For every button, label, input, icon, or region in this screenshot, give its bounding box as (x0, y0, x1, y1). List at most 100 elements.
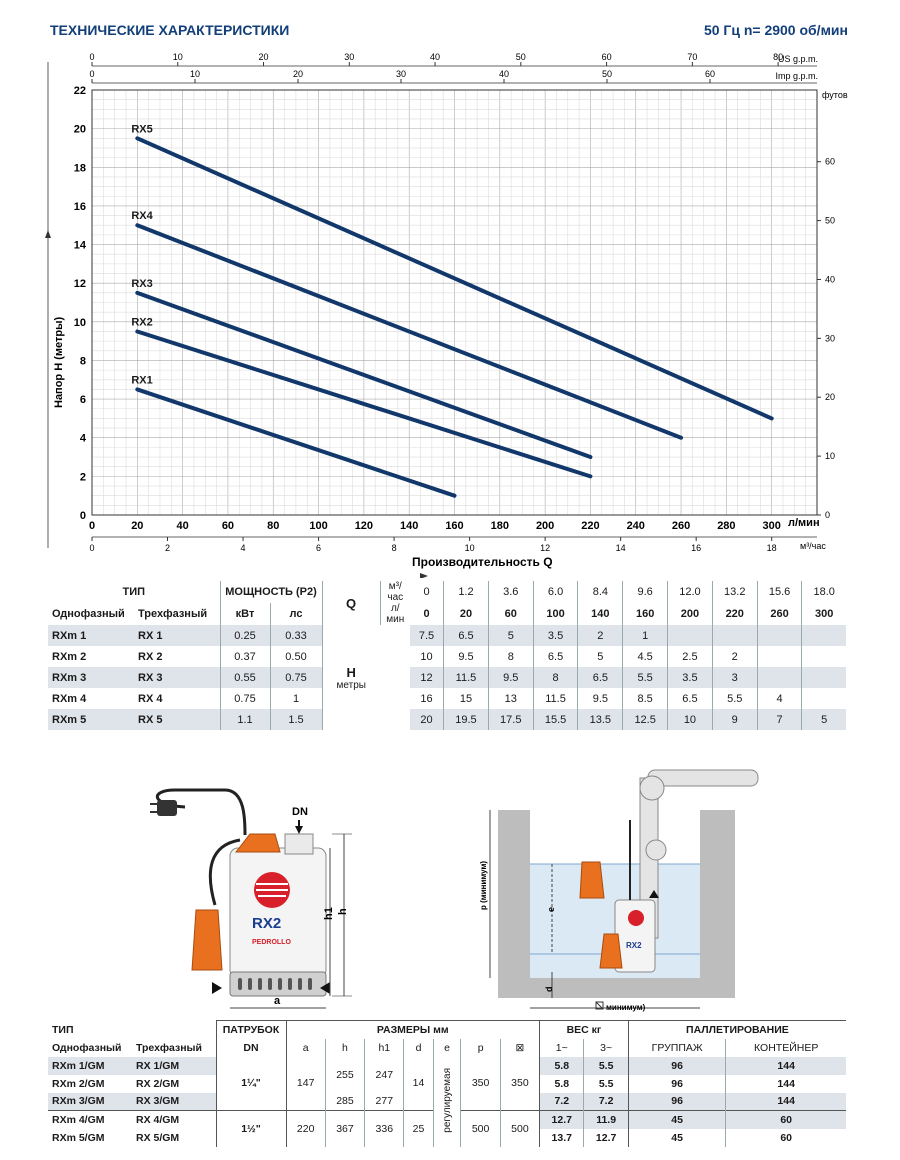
group-value: 96 (627, 1074, 726, 1093)
x-value: 500 (499, 1110, 540, 1147)
x-tick-label: 0 (89, 520, 95, 532)
col-d: d (403, 1038, 434, 1057)
feet-tick-label: 60 (825, 157, 835, 167)
head-value: 15 (443, 688, 489, 709)
h1-value: 247 (364, 1056, 404, 1093)
imp-gpm-tick-label: 10 (190, 69, 200, 79)
curve-rx1 (135, 387, 457, 498)
q-lpm-cell: 0 (423, 608, 430, 620)
w3-value: 11.9 (583, 1110, 629, 1129)
q-m3h-cell: 12.0 (667, 581, 713, 603)
col-x: ⊠ (499, 1038, 540, 1057)
head-value: 9.5 (487, 667, 534, 688)
col-group: ГРУППАЖ (627, 1038, 726, 1057)
group-value: 96 (627, 1092, 726, 1111)
type-header: ТИП (122, 586, 146, 598)
q-lpm-cell: 300 (801, 603, 846, 625)
head-value: 12 (410, 667, 444, 688)
e-adjustable: регулируемая (432, 1056, 461, 1147)
perf-row: RXm 3 RX 3 0.55 0.75 12 11.5 9.5 8 6.5 5.5 3.5 3 (48, 667, 846, 688)
head-value: 10 (667, 709, 713, 730)
head-value: 16 (420, 692, 433, 705)
head-value (756, 625, 802, 646)
perf-row: RXm 5 RX 5 1.1 1.5 20 19.5 17.5 15.5 13.5 12.5 10 9… (48, 709, 846, 730)
brand-label: PEDROLLO (252, 939, 291, 946)
dims-single: RXm 2/GM (52, 1077, 105, 1090)
dims-three: RX 5/GM (136, 1131, 180, 1144)
x-tick-label: 220 (581, 520, 599, 532)
p-value: 350 (460, 1056, 501, 1111)
a-value: 220 (285, 1110, 326, 1147)
a-value: 147 (285, 1056, 326, 1111)
w3-value: 12.7 (583, 1128, 629, 1147)
curve-label: RX1 (131, 374, 152, 386)
power-kw: 1.1 (219, 709, 270, 730)
single-phase-header: Однофазный (52, 608, 125, 620)
performance-chart: 0 20 40 60 80 100 120 140 160 180 200 220 240 260 280 3… (45, 52, 848, 578)
q-m3h-cell: 1.2 (443, 581, 489, 603)
head-value: 8.5 (622, 688, 668, 709)
feet-tick-label: 30 (825, 333, 835, 343)
dn-header: DN (215, 1038, 286, 1057)
head-value: 9 (711, 709, 758, 730)
power-hp: 0.33 (269, 625, 322, 646)
power-kw: 0.55 (219, 667, 270, 688)
dims-single: RXm 5/GM (52, 1131, 105, 1144)
x-tick-label: 20 (131, 520, 143, 532)
dimension-drawings: RX2 PEDROLLO DN h h1 a R (150, 769, 759, 1012)
m3h-tick-label: 0 (89, 543, 94, 553)
m3h-tick-label: 6 (316, 543, 321, 553)
pallet-header: ПАЛЛЕТИРОВАНИЕ (627, 1020, 846, 1039)
head-value: 5.5 (711, 688, 758, 709)
head-value: 5 (801, 709, 846, 730)
feet-tick-label: 20 (825, 392, 835, 402)
col-a: a (285, 1038, 326, 1057)
type-header: ТИП (52, 1023, 74, 1036)
m3h-tick-label: 10 (465, 543, 475, 553)
model-single: RXm 4 (52, 692, 87, 705)
q-lpm-cell: 100 (532, 603, 578, 625)
x-tick-label: 100 (309, 520, 327, 532)
container-value: 60 (725, 1110, 846, 1129)
group-value: 96 (627, 1056, 726, 1075)
x-value: 350 (499, 1056, 540, 1111)
page-title: ТЕХНИЧЕСКИЕ ХАРАКТЕРИСТИКИ (50, 22, 290, 38)
head-value: 7 (756, 709, 802, 730)
head-value: 4 (756, 688, 802, 709)
container-value: 144 (725, 1092, 846, 1111)
model-three: RX 5 (134, 709, 220, 730)
head-value: 11.5 (443, 667, 489, 688)
hp-header: лс (269, 603, 322, 625)
y-tick-label: 4 (80, 433, 87, 445)
dims-single: RXm 1/GM (52, 1059, 105, 1072)
us-gpm-tick-label: 30 (344, 52, 354, 62)
w1-value: 7.2 (539, 1092, 584, 1111)
head-value (711, 625, 758, 646)
x-unit-m3h: м³/час (800, 541, 826, 551)
e-adjustable-text: регулируемая (441, 1067, 453, 1133)
dims-three: RX 1/GM (136, 1059, 180, 1072)
w1-value: 12.7 (539, 1110, 584, 1129)
head-value: 1 (622, 625, 668, 646)
m3h-tick-label: 12 (540, 543, 550, 553)
q-lpm-cell: 140 (577, 603, 623, 625)
q-m3h-cell: 13.2 (711, 581, 758, 603)
head-value (801, 646, 846, 667)
imp-gpm-tick-label: 50 (602, 69, 612, 79)
w3-value: 5.5 (583, 1056, 629, 1075)
m3h-tick-label: 4 (241, 543, 246, 553)
m3h-tick-label: 14 (616, 543, 626, 553)
pump-model-label: RX2 (252, 915, 281, 932)
power-hp: 1.5 (269, 709, 322, 730)
perf-row: RXm 4 RX 4 0.75 1 16 15 13 11.5 9.5 8.5 6.5 5.5 4 (48, 688, 846, 709)
m3h-tick-label: 2 (165, 543, 170, 553)
q-lpm-cell: 20 (443, 603, 489, 625)
w1-value: 5.8 (539, 1074, 584, 1093)
head-value: 6.5 (577, 667, 623, 688)
installation-drawing: RX2 p (минимум) e d минимум) (479, 769, 759, 1012)
curve-label: RX4 (131, 210, 153, 222)
x-tick-label: 300 (763, 520, 781, 532)
h1-label: h1 (323, 907, 335, 920)
x-tick-label: 80 (267, 520, 279, 532)
